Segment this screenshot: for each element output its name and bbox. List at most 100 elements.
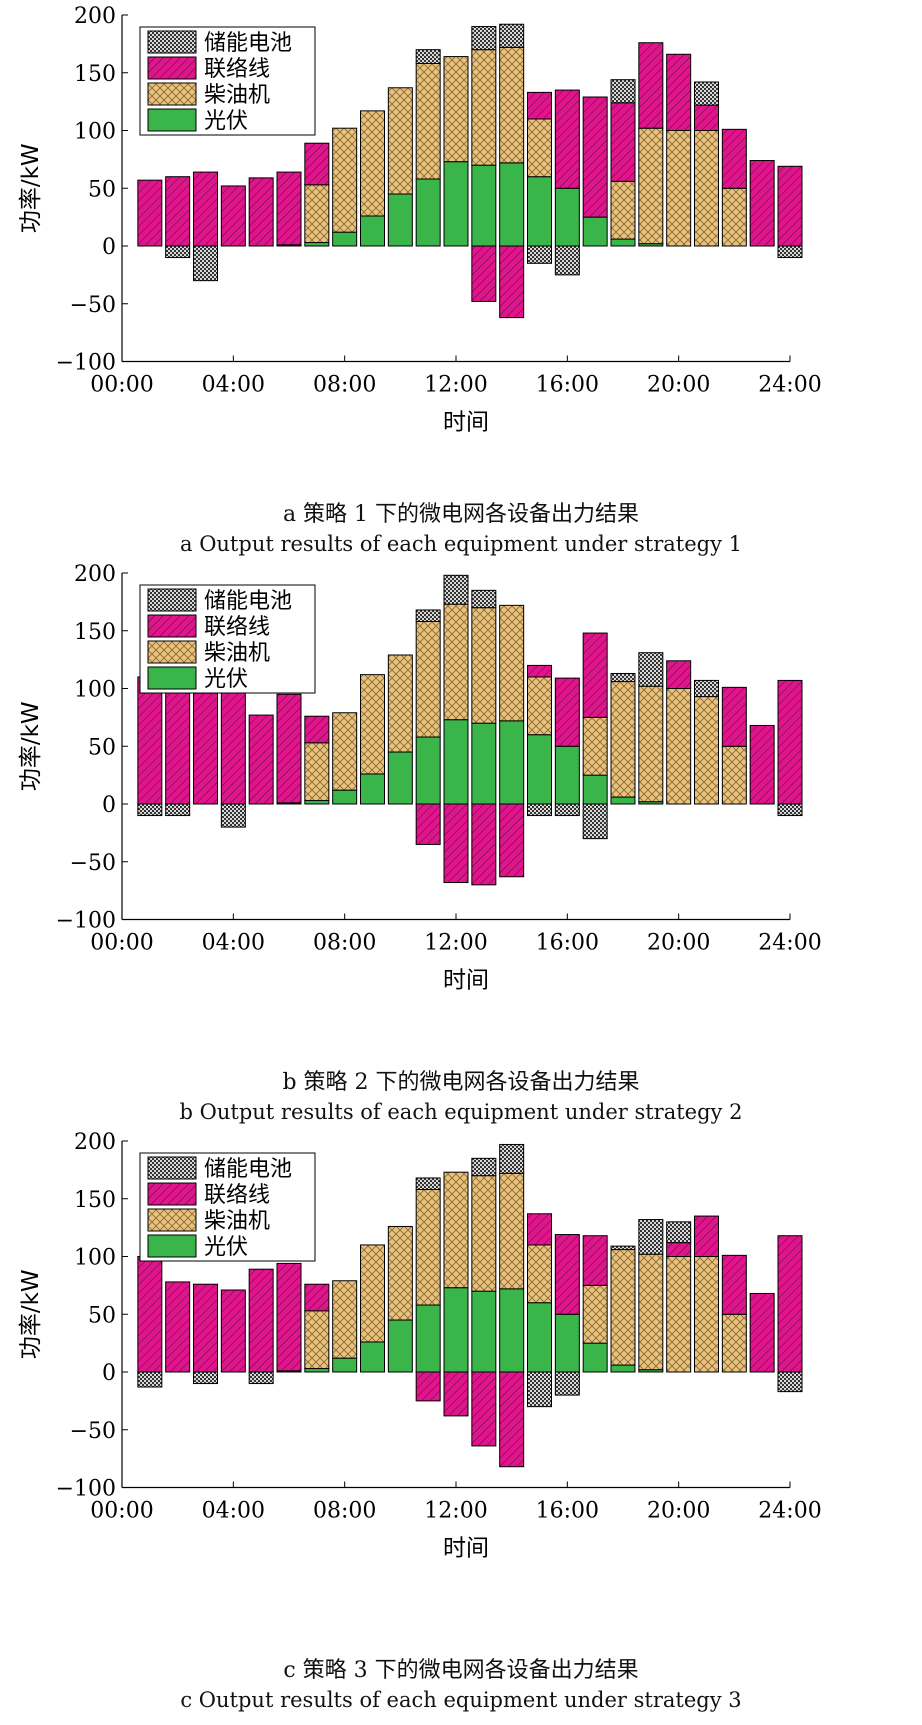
bar-grid_tie-h15: [527, 664, 552, 678]
bar-grid_tie-h15: [527, 91, 552, 120]
bar-grid_tie-h12: [443, 1371, 469, 1417]
bar-pv-h14: [499, 720, 525, 805]
legend-swatch-diesel: [147, 640, 197, 664]
bar-pv-h11: [415, 1304, 441, 1373]
bar-pv-h17: [582, 774, 608, 805]
bar-diesel-h18: [610, 1249, 636, 1366]
bar-grid_tie-h3: [193, 1283, 218, 1373]
bar-grid_tie-h4: [220, 1289, 246, 1373]
bar-grid_tie-h4: [220, 683, 246, 805]
bar-diesel-h21: [694, 130, 719, 247]
bar-storage-h2: [165, 245, 191, 259]
bar-grid_tie-h1: [137, 1256, 163, 1373]
bar-diesel-h13: [471, 607, 497, 724]
bar-storage-h24: [777, 803, 803, 817]
bar-diesel-h7: [304, 184, 330, 244]
bar-pv-h11: [415, 736, 441, 805]
bar-grid_tie-h7: [304, 1283, 330, 1312]
chart-panel-a: 200 150 100 50 0 −50 −100 00:00 04:00 08:00 12:00 1…: [0, 0, 922, 558]
bar-diesel-h8: [332, 127, 358, 233]
bar-diesel-h12: [443, 603, 469, 721]
y-tick-label: −100: [56, 909, 116, 934]
bar-pv-h7: [304, 1368, 330, 1373]
bar-pv-h17: [582, 1342, 608, 1373]
bars: [137, 23, 803, 319]
bar-pv-h9: [360, 773, 385, 805]
bar-storage-h14: [499, 1143, 525, 1174]
bar-pv-h11: [415, 178, 441, 247]
bar-storage-h3: [193, 1371, 218, 1385]
bar-grid_tie-h11: [415, 803, 441, 845]
bar-storage-h17: [582, 803, 608, 840]
legend-swatch-diesel: [147, 82, 197, 106]
bar-diesel-h9: [360, 674, 385, 775]
caption-cn-b: b 策略 2 下的微电网各设备出力结果: [282, 1070, 640, 1095]
bar-grid_tie-h19: [638, 42, 664, 129]
bar-pv-h13: [471, 722, 497, 805]
legend-swatch-pv: [147, 108, 197, 132]
bar-grid_tie-h23: [749, 724, 775, 805]
bar-pv-h12: [443, 161, 469, 247]
y-tick-label: 150: [74, 620, 116, 645]
x-tick-label: 04:00: [202, 931, 265, 956]
bar-grid_tie-h22: [721, 128, 747, 189]
y-tick-label: −100: [56, 351, 116, 376]
bar-grid_tie-h14: [499, 245, 525, 319]
bar-diesel-h9: [360, 1244, 385, 1343]
legend-label-pv: 光伏: [204, 667, 248, 692]
bar-pv-h10: [387, 1319, 413, 1373]
bar-storage-h1: [137, 803, 163, 817]
legend-swatch-grid_tie: [147, 614, 197, 638]
bar-diesel-h14: [499, 1172, 525, 1290]
legend-label-grid_tie: 联络线: [204, 57, 270, 82]
bar-grid_tie-h12: [443, 803, 469, 884]
bar-pv-h7: [304, 800, 330, 805]
bar-storage-h2: [165, 803, 191, 817]
x-tick-label: 24:00: [758, 1499, 821, 1524]
bar-pv-h12: [443, 1287, 469, 1373]
caption-cn-a: a 策略 1 下的微电网各设备出力结果: [282, 502, 640, 527]
y-tick-label: 100: [74, 120, 116, 145]
bar-pv-h16: [554, 1313, 580, 1373]
y-tick-label: −50: [70, 1419, 116, 1444]
bar-grid_tie-h20: [666, 1242, 692, 1257]
bar-grid_tie-h11: [415, 1371, 441, 1402]
bar-diesel-h15: [527, 1244, 552, 1304]
bar-grid_tie-h21: [694, 104, 719, 131]
y-tick-label: 0: [102, 793, 116, 818]
bar-grid_tie-h22: [721, 1254, 747, 1315]
bar-diesel-h15: [527, 118, 552, 178]
bar-diesel-h22: [721, 187, 747, 247]
bar-storage-h3: [193, 245, 218, 282]
bar-grid_tie-h13: [471, 245, 497, 302]
bar-storage-h15: [527, 1371, 552, 1408]
bar-storage-h13: [471, 589, 497, 609]
bar-pv-h7: [304, 242, 330, 247]
chart-panel-c: 200 150 100 50 0 −50 −100 00:00 04:00 08:00 12:00 1…: [0, 1126, 922, 1714]
bar-grid_tie-h16: [554, 1234, 580, 1315]
bar-diesel-h19: [638, 1253, 664, 1371]
bar-storage-h14: [499, 23, 525, 48]
bar-pv-h13: [471, 1290, 497, 1373]
y-tick-label: 50: [88, 177, 116, 202]
bar-diesel-h17: [582, 716, 608, 776]
bar-grid_tie-h17: [582, 632, 608, 718]
x-tick-label: 20:00: [647, 373, 710, 398]
x-tick-label: 16:00: [536, 931, 599, 956]
legend-label-diesel: 柴油机: [204, 83, 270, 108]
x-tick-label: 16:00: [536, 373, 599, 398]
bar-storage-h5: [248, 1371, 274, 1385]
bar-pv-h8: [332, 789, 358, 805]
x-tick-label: 24:00: [758, 931, 821, 956]
bar-pv-h15: [527, 176, 552, 247]
bar-pv-h8: [332, 231, 358, 247]
y-tick-label: 200: [74, 562, 116, 587]
bar-grid_tie-h6: [276, 1262, 302, 1372]
bar-storage-h4: [220, 803, 246, 828]
bar-pv-h15: [527, 1302, 552, 1373]
